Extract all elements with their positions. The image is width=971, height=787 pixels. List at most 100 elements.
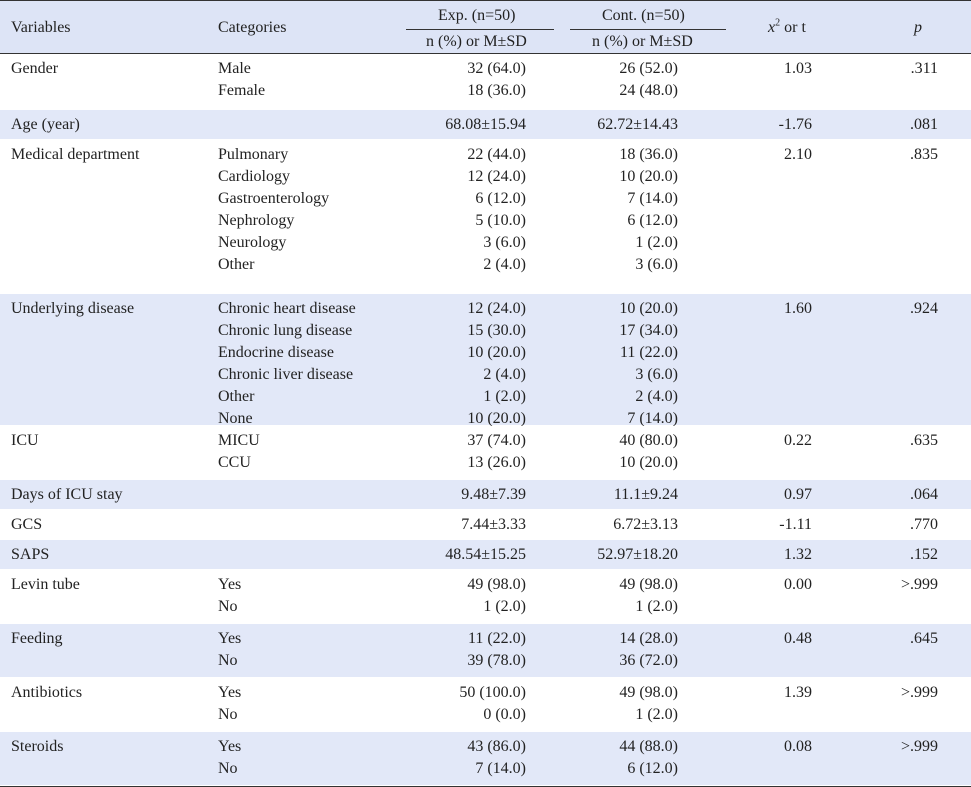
- cont-cell: 14 (28.0) 36 (72.0): [570, 628, 678, 672]
- cont-cell-line: 6.72±3.13: [613, 516, 678, 533]
- category-cell-line: Yes: [218, 738, 242, 755]
- category-cell-line: Other: [218, 256, 255, 273]
- variable-cell-line: Gender: [11, 60, 59, 77]
- exp-cell-line: 43 (86.0): [467, 738, 526, 755]
- exp-cell-line: 10 (20.0): [467, 344, 526, 361]
- cont-cell-line: 49 (98.0): [619, 576, 678, 593]
- header-p: p: [914, 19, 922, 37]
- exp-cell-line: 0 (0.0): [483, 706, 526, 723]
- cont-cell: 40 (80.0) 10 (20.0): [570, 430, 678, 474]
- p-cell-line: .152: [910, 546, 938, 563]
- stat-cell-line: -1.11: [779, 516, 812, 533]
- cont-cell: 44 (88.0) 6 (12.0): [570, 736, 678, 780]
- cont-cell-line: 11.1±9.24: [613, 486, 678, 503]
- header-exp-group: Exp. (n=50): [438, 7, 516, 24]
- cont-cell-line: 62.72±14.43: [597, 116, 678, 133]
- exp-cell: 48.54±15.25: [400, 544, 526, 566]
- variable-cell-line: GCS: [11, 516, 43, 533]
- stat-cell-line: 1.39: [784, 684, 812, 701]
- p-cell-line: .064: [910, 486, 938, 503]
- cont-cell-line: 6 (12.0): [627, 212, 678, 229]
- variable-cell: Gender: [11, 58, 58, 80]
- p-cell: .064: [870, 484, 938, 506]
- category-cell-line: No: [218, 652, 238, 669]
- p-cell: .924: [870, 298, 938, 320]
- p-cell: .081: [870, 114, 938, 136]
- stat-cell-line: 0.97: [784, 486, 812, 503]
- p-cell-line: >.999: [900, 576, 938, 593]
- header-categories: Categories: [218, 19, 287, 36]
- cont-cell: 26 (52.0) 24 (48.0): [570, 58, 678, 102]
- variable-cell-line: Underlying disease: [11, 300, 135, 317]
- exp-cell-line: 49 (98.0): [467, 576, 526, 593]
- variable-cell-line: Age (year): [11, 116, 80, 133]
- p-cell: .770: [870, 514, 938, 536]
- exp-cell: 50 (100.0) 0 (0.0): [400, 682, 526, 726]
- exp-cell: 37 (74.0) 13 (26.0): [400, 430, 526, 474]
- table-header: Variables Categories Exp. (n=50) Cont. (…: [0, 0, 971, 54]
- exp-cell: 22 (44.0) 12 (24.0) 6 (12.0) 5 (10.0) 3 (6.0…: [400, 144, 526, 276]
- stat-cell-line: 0.48: [784, 630, 812, 647]
- stat-cell-line: 2.10: [784, 146, 812, 163]
- category-cell-line: Nephrology: [218, 212, 295, 229]
- variable-cell-line: Levin tube: [11, 576, 80, 593]
- cont-cell-line: 17 (34.0): [619, 322, 678, 339]
- header-cont-group: Cont. (n=50): [602, 7, 685, 24]
- category-cell: Yes No: [218, 628, 241, 672]
- cont-cell-line: 10 (20.0): [619, 454, 678, 471]
- category-cell: Yes No: [218, 682, 241, 726]
- category-cell-line: Yes: [218, 684, 242, 701]
- variable-cell: Levin tube: [11, 574, 80, 596]
- table-row: Age (year) 68.08±15.94 62.72±14.43 -1.76 .08…: [0, 110, 971, 140]
- category-cell-line: Female: [218, 82, 266, 99]
- p-cell: .835: [870, 144, 938, 166]
- cont-cell-line: 1 (2.0): [635, 598, 678, 615]
- category-cell-line: Gastroenterology: [218, 190, 330, 207]
- exp-cell-line: 3 (6.0): [483, 234, 526, 251]
- exp-cell-line: 12 (24.0): [467, 168, 526, 185]
- exp-cell-line: 12 (24.0): [467, 300, 526, 317]
- exp-cell: 9.48±7.39: [400, 484, 526, 506]
- variable-cell-line: ICU: [11, 432, 39, 449]
- category-cell-line: Yes: [218, 576, 242, 593]
- stat-cell-line: -1.76: [778, 116, 812, 133]
- exp-cell-line: 50 (100.0): [459, 684, 526, 701]
- variable-cell: Days of ICU stay: [11, 484, 123, 506]
- exp-cell: 12 (24.0) 15 (30.0) 10 (20.0) 2 (4.0) 1 (2.0…: [400, 298, 526, 430]
- category-cell-line: Chronic liver disease: [218, 366, 354, 383]
- cont-cell-line: 49 (98.0): [619, 684, 678, 701]
- table-row: SAPS 48.54±15.25 52.97±18.20 1.32 .152: [0, 540, 971, 570]
- variable-cell-line: Days of ICU stay: [11, 486, 123, 503]
- exp-cell: 11 (22.0) 39 (78.0): [400, 628, 526, 672]
- exp-cell-line: 32 (64.0): [467, 60, 526, 77]
- category-cell: Male Female: [218, 58, 265, 102]
- cont-cell-line: 36 (72.0): [619, 652, 678, 669]
- header-cont-sub: n (%) or M±SD: [592, 33, 693, 50]
- exp-cell-line: 68.08±15.94: [445, 116, 526, 133]
- header-stat-rest: or t: [780, 19, 806, 36]
- exp-cell: 68.08±15.94: [400, 114, 526, 136]
- cont-cell-line: 10 (20.0): [619, 168, 678, 185]
- exp-cell-line: 13 (26.0): [467, 454, 526, 471]
- cont-cell-line: 3 (6.0): [635, 256, 678, 273]
- cont-cell-line: 7 (14.0): [627, 410, 678, 427]
- table-row: Levin tube Yes No 49 (98.0) 1 (2.0) 49 (98.0)…: [0, 570, 971, 624]
- exp-cell: 43 (86.0) 7 (14.0): [400, 736, 526, 780]
- exp-cell-line: 7 (14.0): [475, 760, 526, 777]
- variable-cell: Feeding: [11, 628, 63, 650]
- category-cell-line: Other: [218, 388, 255, 405]
- cont-cell: 6.72±3.13: [570, 514, 678, 536]
- stat-cell: 1.60: [752, 298, 812, 320]
- category-cell-line: Pulmonary: [218, 146, 289, 163]
- p-cell: .645: [870, 628, 938, 650]
- table-row: GCS 7.44±3.33 6.72±3.13 -1.11 .770: [0, 510, 971, 540]
- category-cell-line: Endocrine disease: [218, 344, 334, 361]
- stat-cell: 0.97: [752, 484, 812, 506]
- exp-cell-line: 10 (20.0): [467, 410, 526, 427]
- p-cell-line: >.999: [900, 684, 938, 701]
- header-variables: Variables: [11, 19, 71, 36]
- cont-cell-line: 7 (14.0): [627, 190, 678, 207]
- p-cell-line: .835: [910, 146, 938, 163]
- header-exp-rule: [406, 29, 554, 30]
- cont-cell: 52.97±18.20: [570, 544, 678, 566]
